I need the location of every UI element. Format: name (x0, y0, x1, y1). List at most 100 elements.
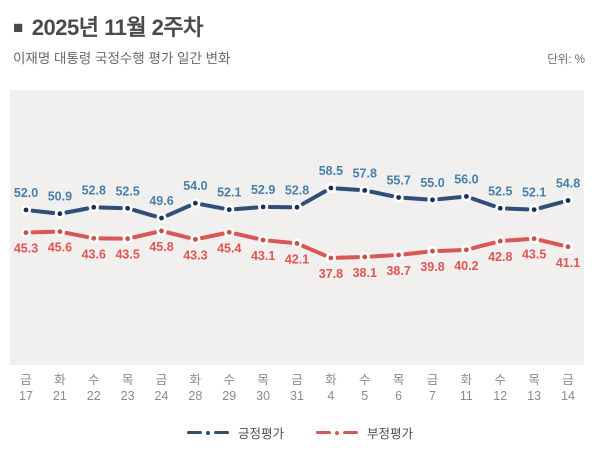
data-label: 52.0 (14, 186, 38, 200)
negative-data-point (463, 247, 469, 253)
negative-data-point (57, 229, 63, 235)
x-tick-date: 24 (154, 389, 169, 403)
x-tick-date: 5 (361, 389, 369, 403)
chart-subtitle: 이재명 대통령 국정수행 평가 일간 변화 (13, 51, 231, 66)
negative-line-segment (165, 230, 192, 240)
positive-data-point (91, 204, 97, 210)
x-tick-date: 31 (290, 389, 304, 403)
data-label: 43.5 (115, 248, 139, 262)
data-label: 43.3 (183, 248, 207, 262)
data-label: 52.8 (285, 183, 309, 197)
positive-line-segment (335, 186, 361, 192)
negative-data-point (531, 236, 537, 242)
negative-data-point (159, 228, 164, 234)
x-tick-date: 21 (52, 389, 67, 403)
x-tick: 금 14 (561, 372, 575, 404)
x-tick-date: 23 (120, 389, 135, 403)
negative-data-point (565, 244, 571, 250)
negative-line-segment (335, 255, 361, 260)
x-tick-date: 29 (222, 389, 237, 403)
x-tick: 수 22 (87, 372, 101, 404)
x-tick-day: 목 (121, 373, 134, 387)
data-label: 40.2 (454, 259, 478, 273)
data-label: 45.6 (48, 241, 72, 255)
data-label: 52.5 (115, 184, 139, 198)
data-label: 43.5 (522, 248, 546, 262)
x-tick-date: 7 (429, 389, 436, 403)
data-label: 43.6 (82, 247, 106, 261)
legend-label-negative: 부정평가 (367, 427, 414, 441)
x-tick-date: 6 (395, 389, 403, 403)
x-tick-date: 12 (493, 389, 508, 403)
data-label: 56.0 (454, 172, 478, 186)
x-tick: 수 29 (222, 372, 236, 404)
negative-data-point (362, 254, 368, 260)
x-tick-day: 목 (528, 373, 540, 387)
positive-line-glyph (186, 430, 229, 435)
negative-line-segment (199, 231, 225, 241)
positive-data-point (396, 195, 402, 200)
positive-line-segment (199, 202, 225, 211)
negative-data-point (430, 248, 435, 254)
positive-line-segment (436, 195, 462, 202)
data-label: 55.7 (386, 173, 410, 187)
positive-line-segment (369, 189, 395, 199)
positive-data-point (531, 207, 537, 213)
positive-line-segment (538, 200, 564, 210)
positive-data-point (159, 215, 164, 221)
x-tick-date: 13 (527, 389, 542, 403)
positive-line-segment (403, 195, 429, 202)
positive-data-point (260, 204, 266, 210)
page-title-text: 2025년 11월 2주차 (31, 15, 204, 40)
x-tick-day: 금 (155, 373, 168, 387)
negative-line-segment (436, 248, 462, 253)
positive-data-point (23, 207, 29, 213)
x-tick-date: 4 (327, 389, 335, 403)
data-label: 50.9 (48, 190, 72, 204)
negative-line-segment (300, 243, 327, 258)
data-label: 39.8 (420, 260, 444, 274)
negative-line-segment (403, 249, 429, 257)
data-label: 52.1 (217, 186, 241, 200)
data-label: 38.7 (386, 264, 410, 278)
data-label: 45.3 (14, 242, 38, 256)
positive-data-point (463, 194, 469, 199)
negative-data-point (294, 241, 300, 246)
chart-plot-area: 52.0 50.9 52.8 52.5 49.6 54.0 52.1 52.9 52.8 58.5… (10, 90, 584, 365)
positive-data-point (565, 198, 571, 203)
negative-data-point (192, 236, 198, 242)
negative-data-point (328, 255, 334, 261)
data-label: 54.0 (183, 179, 207, 193)
positive-line-segment (470, 196, 497, 209)
x-tick: 화 11 (460, 372, 473, 404)
positive-line-segment (131, 208, 158, 219)
data-label: 52.9 (251, 183, 275, 197)
x-tick-date: 28 (188, 389, 203, 403)
x-tick: 금 17 (19, 372, 33, 404)
x-tick-day: 수 (87, 373, 100, 387)
x-tick-day: 금 (562, 373, 574, 387)
data-label: 38.1 (353, 266, 377, 280)
negative-line-glyph (316, 430, 358, 435)
negative-line-segment (30, 229, 56, 235)
x-tick: 화 21 (53, 372, 67, 404)
positive-line-segment (504, 206, 530, 212)
negative-line-segment (470, 240, 496, 251)
positive-data-point (328, 185, 334, 191)
positive-data-point (362, 187, 368, 193)
page-title: ■ 2025년 11월 2주차 (13, 10, 203, 42)
data-label: 49.6 (149, 194, 173, 208)
negative-data-point (91, 235, 97, 241)
x-tick-day: 금 (426, 373, 439, 387)
positive-data-point (125, 205, 131, 211)
negative-data-point (125, 236, 131, 242)
negative-line-segment (538, 238, 564, 248)
legend-item-negative: 부정평가 (316, 423, 413, 442)
data-label: 43.1 (251, 249, 275, 263)
x-tick-day: 수 (223, 373, 235, 387)
legend-item-positive: 긍정평가 (186, 423, 284, 442)
positive-line-segment (98, 205, 124, 211)
unit-label: 단위: % (547, 54, 585, 66)
